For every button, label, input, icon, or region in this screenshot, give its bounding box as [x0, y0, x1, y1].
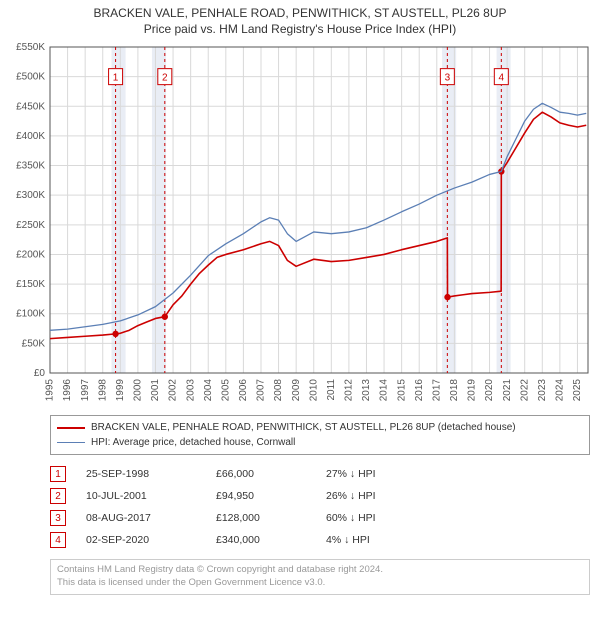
footer-line2: This data is licensed under the Open Gov…	[57, 577, 583, 590]
svg-text:2017: 2017	[431, 379, 442, 402]
sales-number-box: 1	[50, 466, 66, 482]
svg-text:£400K: £400K	[16, 131, 45, 142]
sales-row: 3 08-AUG-2017£128,00060% ↓ HPI	[50, 507, 590, 529]
svg-text:2003: 2003	[185, 379, 196, 402]
svg-text:2021: 2021	[502, 379, 513, 402]
sales-pct: 4% ↓ HPI	[326, 534, 436, 546]
title-line1: BRACKEN VALE, PENHALE ROAD, PENWITHICK, …	[4, 6, 596, 22]
svg-text:2: 2	[162, 73, 168, 84]
svg-text:2005: 2005	[220, 379, 231, 402]
chart-area: £0 £50K £100K £150K £200K £250K £300K £350K £400…	[0, 41, 600, 411]
sales-row: 1 25-SEP-1998£66,00027% ↓ HPI	[50, 463, 590, 485]
legend-row: HPI: Average price, detached house, Corn…	[57, 435, 583, 450]
legend-swatch	[57, 427, 85, 429]
sales-row: 2 10-JUL-2001£94,95026% ↓ HPI	[50, 485, 590, 507]
sales-row: 4 02-SEP-2020£340,0004% ↓ HPI	[50, 529, 590, 551]
sales-price: £94,950	[216, 490, 326, 502]
sales-price: £340,000	[216, 534, 326, 546]
svg-text:£0: £0	[34, 368, 46, 379]
footer-line1: Contains HM Land Registry data © Crown c…	[57, 564, 583, 577]
sales-pct: 60% ↓ HPI	[326, 512, 436, 524]
svg-text:4: 4	[499, 73, 505, 84]
sales-price: £66,000	[216, 468, 326, 480]
svg-text:£500K: £500K	[16, 72, 45, 83]
sales-pct: 27% ↓ HPI	[326, 468, 436, 480]
sales-table: 1 25-SEP-1998£66,00027% ↓ HPI 2 10-JUL-2001…	[50, 463, 590, 551]
chart-svg: £0 £50K £100K £150K £200K £250K £300K £350K £400…	[0, 41, 600, 411]
svg-text:£350K: £350K	[16, 161, 45, 172]
svg-text:2022: 2022	[519, 379, 530, 402]
legend-label: BRACKEN VALE, PENHALE ROAD, PENWITHICK, …	[91, 420, 516, 435]
legend-swatch	[57, 442, 85, 443]
svg-text:£200K: £200K	[16, 250, 45, 261]
svg-text:1: 1	[113, 73, 119, 84]
legend-label: HPI: Average price, detached house, Corn…	[91, 435, 295, 450]
svg-text:2001: 2001	[150, 379, 161, 402]
svg-text:3: 3	[445, 73, 451, 84]
svg-text:2006: 2006	[238, 379, 249, 402]
title-line2: Price paid vs. HM Land Registry's House …	[4, 22, 596, 38]
svg-text:£250K: £250K	[16, 220, 45, 231]
sales-date: 25-SEP-1998	[86, 468, 216, 480]
svg-text:2014: 2014	[379, 379, 390, 402]
chart-container: BRACKEN VALE, PENHALE ROAD, PENWITHICK, …	[0, 0, 600, 595]
svg-text:2019: 2019	[467, 379, 478, 402]
svg-text:2007: 2007	[256, 379, 267, 402]
svg-text:2012: 2012	[344, 379, 355, 402]
svg-text:1997: 1997	[80, 379, 91, 402]
sales-date: 02-SEP-2020	[86, 534, 216, 546]
sales-number-box: 3	[50, 510, 66, 526]
sales-date: 08-AUG-2017	[86, 512, 216, 524]
legend-row: BRACKEN VALE, PENHALE ROAD, PENWITHICK, …	[57, 420, 583, 435]
sales-number-box: 4	[50, 532, 66, 548]
svg-text:1998: 1998	[97, 379, 108, 402]
sales-date: 10-JUL-2001	[86, 490, 216, 502]
svg-text:2016: 2016	[414, 379, 425, 402]
svg-text:£450K: £450K	[16, 101, 45, 112]
svg-text:2024: 2024	[555, 379, 566, 402]
svg-text:2011: 2011	[326, 379, 337, 401]
svg-text:2010: 2010	[308, 379, 319, 402]
svg-text:1999: 1999	[115, 379, 126, 402]
sales-price: £128,000	[216, 512, 326, 524]
svg-text:2015: 2015	[396, 379, 407, 402]
svg-text:£300K: £300K	[16, 190, 45, 201]
svg-text:2000: 2000	[133, 379, 144, 402]
legend: BRACKEN VALE, PENHALE ROAD, PENWITHICK, …	[50, 415, 590, 455]
svg-text:2013: 2013	[361, 379, 372, 402]
svg-text:1995: 1995	[45, 379, 56, 402]
footer: Contains HM Land Registry data © Crown c…	[50, 559, 590, 595]
svg-text:2009: 2009	[291, 379, 302, 402]
svg-text:2025: 2025	[572, 379, 583, 402]
title-block: BRACKEN VALE, PENHALE ROAD, PENWITHICK, …	[0, 0, 600, 41]
svg-text:2018: 2018	[449, 379, 460, 402]
svg-text:£550K: £550K	[16, 42, 45, 53]
svg-text:2020: 2020	[484, 379, 495, 402]
svg-text:2023: 2023	[537, 379, 548, 402]
sales-number-box: 2	[50, 488, 66, 504]
sales-pct: 26% ↓ HPI	[326, 490, 436, 502]
svg-text:2004: 2004	[203, 379, 214, 402]
svg-text:1996: 1996	[62, 379, 73, 402]
svg-text:£100K: £100K	[16, 309, 45, 320]
svg-text:2008: 2008	[273, 379, 284, 402]
svg-text:£50K: £50K	[22, 339, 46, 350]
svg-text:2002: 2002	[168, 379, 179, 402]
svg-text:£150K: £150K	[16, 279, 45, 290]
